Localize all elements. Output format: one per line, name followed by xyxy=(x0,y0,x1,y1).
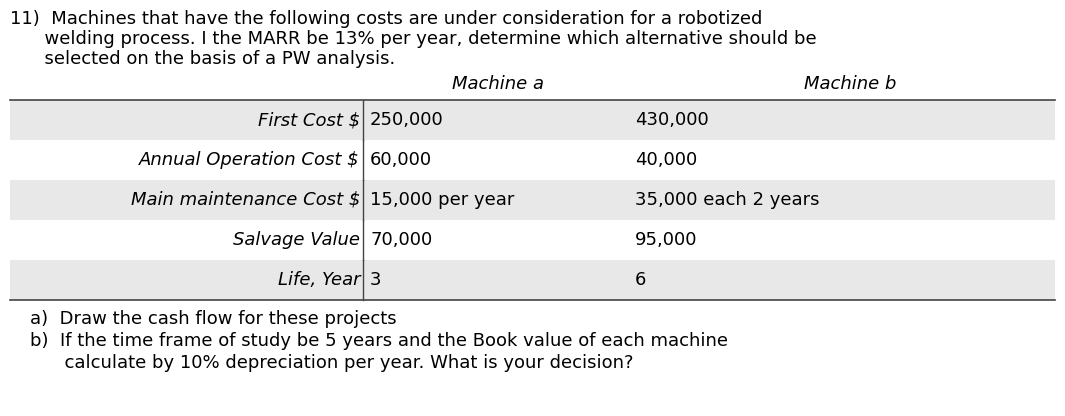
Text: 60,000: 60,000 xyxy=(370,151,432,169)
Text: 430,000: 430,000 xyxy=(635,111,708,129)
Text: selected on the basis of a PW analysis.: selected on the basis of a PW analysis. xyxy=(10,50,395,68)
Text: Machine b: Machine b xyxy=(804,75,896,93)
Text: Annual Operation Cost $: Annual Operation Cost $ xyxy=(140,151,360,169)
Bar xyxy=(10,260,1055,300)
Text: Salvage Value: Salvage Value xyxy=(233,231,360,249)
Bar xyxy=(10,140,1055,180)
Text: 3: 3 xyxy=(370,271,381,289)
Text: 40,000: 40,000 xyxy=(635,151,698,169)
Text: 35,000 each 2 years: 35,000 each 2 years xyxy=(635,191,819,209)
Text: a)  Draw the cash flow for these projects: a) Draw the cash flow for these projects xyxy=(30,310,396,328)
Text: 15,000 per year: 15,000 per year xyxy=(370,191,514,209)
Text: 11)  Machines that have the following costs are under consideration for a roboti: 11) Machines that have the following cos… xyxy=(10,10,763,28)
Bar xyxy=(10,220,1055,260)
Text: b)  If the time frame of study be 5 years and the Book value of each machine: b) If the time frame of study be 5 years… xyxy=(30,332,728,350)
Text: Machine a: Machine a xyxy=(452,75,543,93)
Text: 95,000: 95,000 xyxy=(635,231,698,249)
Text: 6: 6 xyxy=(635,271,646,289)
Bar xyxy=(10,100,1055,140)
Bar xyxy=(10,180,1055,220)
Text: Main maintenance Cost $: Main maintenance Cost $ xyxy=(131,191,360,209)
Text: calculate by 10% depreciation per year. What is your decision?: calculate by 10% depreciation per year. … xyxy=(30,354,634,372)
Text: Life, Year: Life, Year xyxy=(278,271,360,289)
Text: 250,000: 250,000 xyxy=(370,111,444,129)
Text: First Cost $: First Cost $ xyxy=(258,111,360,129)
Text: welding process. I the MARR be 13% per year, determine which alternative should : welding process. I the MARR be 13% per y… xyxy=(10,30,817,48)
Text: 70,000: 70,000 xyxy=(370,231,432,249)
